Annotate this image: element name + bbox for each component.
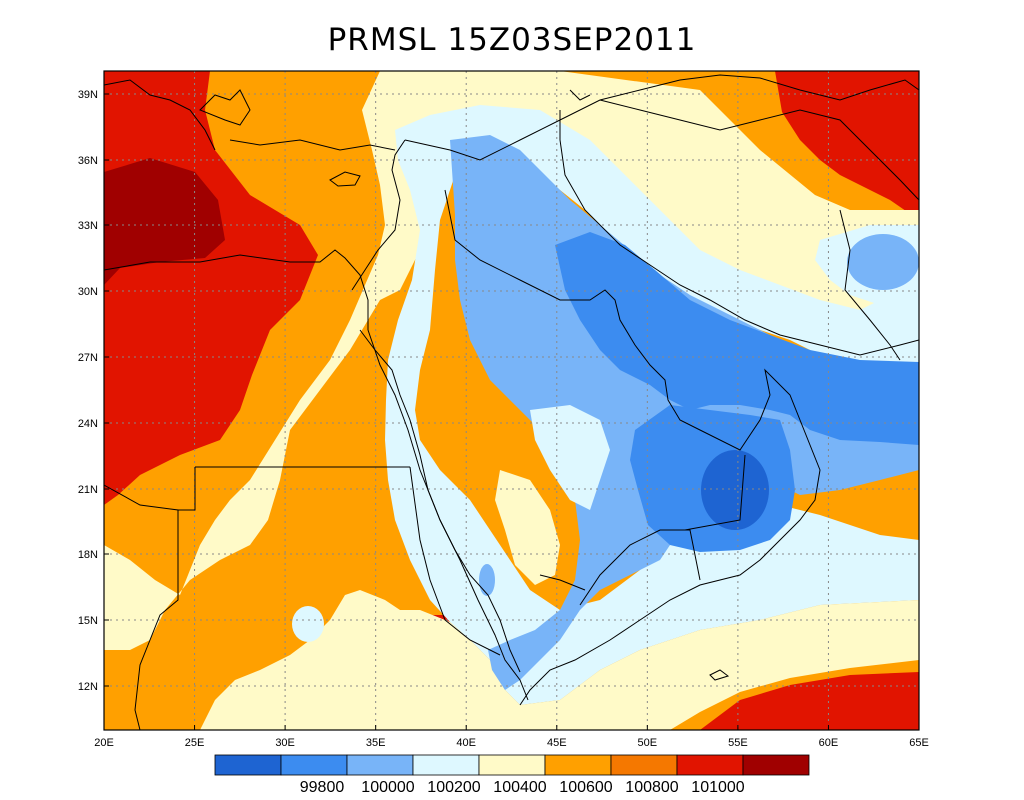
x-tick-label: 60E — [819, 737, 839, 749]
fill-100600-pocket — [495, 470, 560, 585]
x-tick-label: 25E — [185, 737, 205, 749]
y-axis-ticks: 39N 36N 33N 30N 27N 24N 21N 18N 15N 12N — [78, 89, 109, 693]
colorbar-label: 100200 — [427, 779, 480, 796]
pressure-contour-fills — [104, 71, 919, 730]
coastlines-and-borders — [104, 74, 919, 730]
x-tick-label: 40E — [456, 737, 476, 749]
x-tick-label: 65E — [909, 737, 929, 749]
y-tick-label: 30N — [78, 286, 98, 298]
fill-high-west — [104, 158, 225, 285]
x-tick-label: 35E — [366, 737, 386, 749]
x-tick-label: 45E — [547, 737, 567, 749]
lat-lon-grid — [104, 71, 919, 730]
y-tick-label: 36N — [78, 155, 98, 167]
colorbar: 99800 100000 100200 100400 100600 100800 10100… — [214, 754, 810, 796]
plot-frame — [103, 70, 920, 731]
fill-100400-blob — [292, 606, 324, 642]
colorbar-label: 100800 — [625, 779, 678, 796]
colorbar-label: 101000 — [691, 779, 744, 796]
colorbar-swatch — [544, 754, 612, 776]
y-tick-label: 15N — [78, 615, 98, 627]
x-tick-label: 55E — [728, 737, 748, 749]
fill-101000-northeast — [775, 71, 919, 220]
colorbar-swatch — [280, 754, 348, 776]
map-title: PRMSL 15Z03SEP2011 — [327, 22, 697, 58]
y-tick-label: 21N — [78, 484, 98, 496]
x-tick-label: 30E — [275, 737, 295, 749]
colorbar-label: 100400 — [493, 779, 546, 796]
x-axis-ticks: 20E 25E 30E 35E 40E 45E 50E 55E 60E 65E — [94, 725, 929, 749]
colorbar-swatch — [214, 754, 282, 776]
y-tick-label: 27N — [78, 352, 98, 364]
colorbar-swatch — [742, 754, 810, 776]
colorbar-swatch — [610, 754, 678, 776]
colorbar-swatch — [412, 754, 480, 776]
colorbar-label: 99800 — [300, 779, 345, 796]
colorbar-label: 100600 — [559, 779, 612, 796]
fill-100600-south — [200, 590, 919, 730]
colorbar-swatch — [676, 754, 744, 776]
colorbar-label: 100000 — [361, 779, 414, 796]
colorbar-swatch — [478, 754, 546, 776]
fill-100400 — [385, 105, 919, 705]
y-tick-label: 33N — [78, 220, 98, 232]
fill-100000 — [555, 232, 919, 445]
y-tick-label: 18N — [78, 549, 98, 561]
fill-100400-pocket — [530, 405, 610, 510]
colorbar-swatch — [346, 754, 414, 776]
y-tick-label: 12N — [78, 681, 98, 693]
x-tick-label: 50E — [638, 737, 658, 749]
fill-100200-northeast — [847, 234, 919, 290]
y-tick-label: 39N — [78, 89, 98, 101]
fill-100200-blob — [479, 564, 495, 596]
x-tick-label: 20E — [94, 737, 114, 749]
fill-99800 — [701, 450, 769, 530]
y-tick-label: 24N — [78, 418, 98, 430]
fill-100600 — [104, 71, 919, 650]
fill-101000-southeast — [700, 672, 919, 730]
